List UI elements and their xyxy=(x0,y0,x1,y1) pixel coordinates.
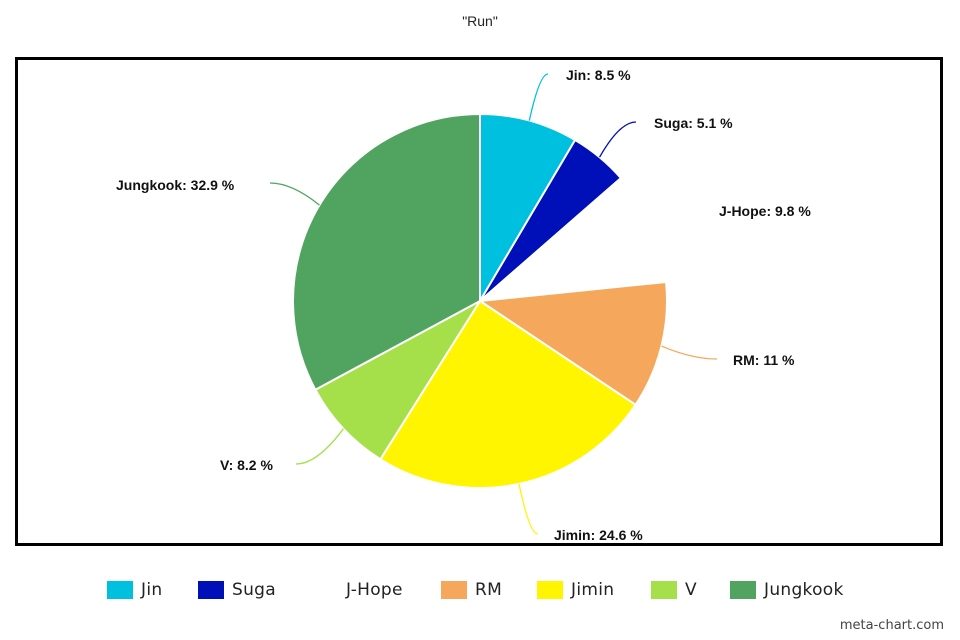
pie-slice-jimin xyxy=(379,299,637,489)
pie-slice-rm xyxy=(477,280,668,407)
legend-item-jungkook[interactable]: Jungkook xyxy=(730,579,844,601)
legend-swatch xyxy=(198,581,224,599)
legend-label: RM xyxy=(475,580,503,600)
data-label-rm: RM: 11 % xyxy=(733,352,795,368)
pie-slice-j-hope xyxy=(476,176,668,303)
watermark: meta-chart.com xyxy=(839,618,944,633)
legend-label: Jin xyxy=(141,580,163,600)
legend-swatch xyxy=(651,581,677,599)
legend-label: J-Hope xyxy=(346,580,403,600)
data-label-jimin: Jimin: 24.6 % xyxy=(554,527,643,543)
legend-item-jimin[interactable]: Jimin xyxy=(537,579,614,601)
legend-item-jin[interactable]: Jin xyxy=(107,579,162,601)
connector-v xyxy=(295,428,344,465)
legend-swatch xyxy=(107,581,133,599)
data-label-suga: Suga: 5.1 % xyxy=(654,115,733,131)
chart-title: "Run" xyxy=(462,13,498,29)
connector-jungkook xyxy=(269,182,320,206)
data-label-v: V: 8.2 % xyxy=(220,457,273,473)
legend-label: Suga xyxy=(232,580,276,600)
data-label-jin: Jin: 8.5 % xyxy=(566,67,631,83)
legend-swatch xyxy=(537,581,563,599)
data-label-jungkook: Jungkook: 32.9 % xyxy=(116,177,235,193)
legend-swatch xyxy=(312,581,338,599)
legend-item-j-hope[interactable]: J-Hope xyxy=(312,579,403,601)
pie-slice-v xyxy=(314,298,483,461)
legend-label: V xyxy=(685,580,697,600)
legend: Jin Suga J-Hope RM Jimin V Jungkook xyxy=(0,579,960,603)
connector-suga xyxy=(598,121,637,158)
pie-slice-jin xyxy=(479,112,577,305)
legend-label: Jungkook xyxy=(764,580,844,600)
connector-rm xyxy=(661,345,718,360)
legend-label: Jimin xyxy=(571,580,615,600)
connector-jin xyxy=(528,73,549,121)
chart-frame xyxy=(15,57,943,546)
legend-swatch xyxy=(730,581,756,599)
legend-item-rm[interactable]: RM xyxy=(441,579,502,601)
data-label-j-hope: J-Hope: 9.8 % xyxy=(719,203,811,219)
legend-item-v[interactable]: V xyxy=(651,579,697,601)
legend-item-suga[interactable]: Suga xyxy=(198,579,276,601)
connector-jimin xyxy=(518,483,539,535)
legend-swatch xyxy=(441,581,467,599)
